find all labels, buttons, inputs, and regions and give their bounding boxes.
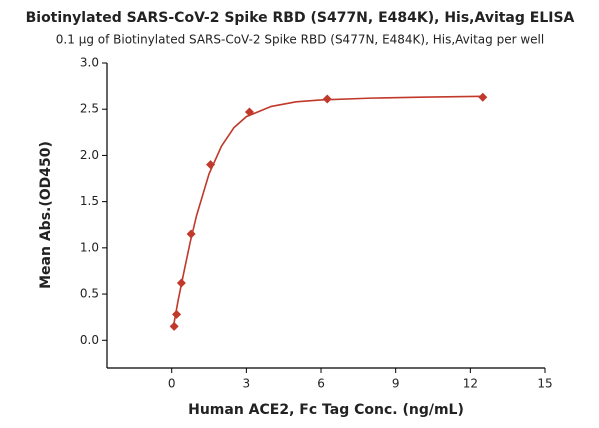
- y-axis-label: Mean Abs.(OD450): [38, 141, 54, 289]
- x-tick-label: 0: [168, 377, 176, 391]
- y-tick-label: 1.0: [80, 240, 99, 254]
- y-tick-label: 0.5: [80, 287, 99, 301]
- data-point: [206, 160, 216, 170]
- data-point: [322, 94, 332, 104]
- y-tick-label: 3.0: [80, 56, 99, 70]
- data-point: [478, 92, 488, 102]
- x-tick-label: 15: [537, 377, 552, 391]
- y-tick-label: 0.0: [80, 333, 99, 347]
- data-point: [244, 107, 254, 117]
- fit-curve: [172, 95, 483, 330]
- chart-subtitle: 0.1 μg of Biotinylated SARS-CoV-2 Spike …: [56, 33, 544, 47]
- x-axis-label: Human ACE2, Fc Tag Conc. (ng/mL): [188, 402, 464, 418]
- x-tick-label: 9: [392, 377, 400, 391]
- x-tick-label: 12: [463, 377, 478, 391]
- data-point: [186, 229, 196, 239]
- y-tick-label: 1.5: [80, 194, 99, 208]
- y-tick-label: 2.0: [80, 148, 99, 162]
- y-tick-label: 2.5: [80, 102, 99, 116]
- chart-title: Biotinylated SARS-CoV-2 Spike RBD (S477N…: [26, 10, 575, 26]
- data-point: [169, 321, 179, 331]
- data-point: [176, 278, 186, 288]
- x-tick-label: 3: [243, 377, 251, 391]
- x-tick-label: 6: [317, 377, 325, 391]
- data-point: [172, 309, 182, 319]
